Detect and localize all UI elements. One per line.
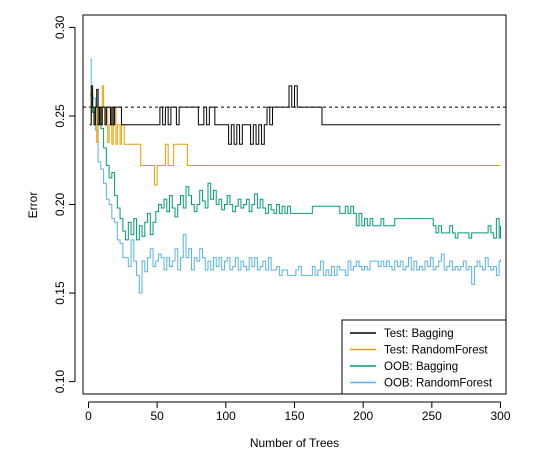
x-axis-label: Number of Trees bbox=[250, 436, 339, 450]
x-tick-label: 250 bbox=[422, 409, 442, 423]
legend-label: Test: Bagging bbox=[384, 328, 454, 340]
x-tick-label: 200 bbox=[353, 409, 373, 423]
y-tick-label: 0.30 bbox=[53, 15, 67, 39]
legend-label: OOB: Bagging bbox=[384, 361, 458, 373]
legend: Test: Bagging Test: RandomForest OOB: Bagg… bbox=[342, 320, 506, 394]
x-tick-label: 300 bbox=[490, 409, 510, 423]
x-tick-label: 150 bbox=[284, 409, 304, 423]
x-tick-label: 100 bbox=[216, 409, 236, 423]
y-axis-label: Error bbox=[26, 192, 40, 219]
y-tick-label: 0.15 bbox=[53, 281, 67, 305]
legend-label: OOB: RandomForest bbox=[384, 378, 493, 390]
legend-label: Test: RandomForest bbox=[384, 345, 488, 357]
x-tick-label: 50 bbox=[150, 409, 164, 423]
y-tick-label: 0.25 bbox=[53, 104, 67, 128]
y-tick-label: 0.20 bbox=[53, 192, 67, 216]
x-tick-label: 0 bbox=[85, 409, 92, 423]
y-tick-label: 0.10 bbox=[53, 370, 67, 394]
